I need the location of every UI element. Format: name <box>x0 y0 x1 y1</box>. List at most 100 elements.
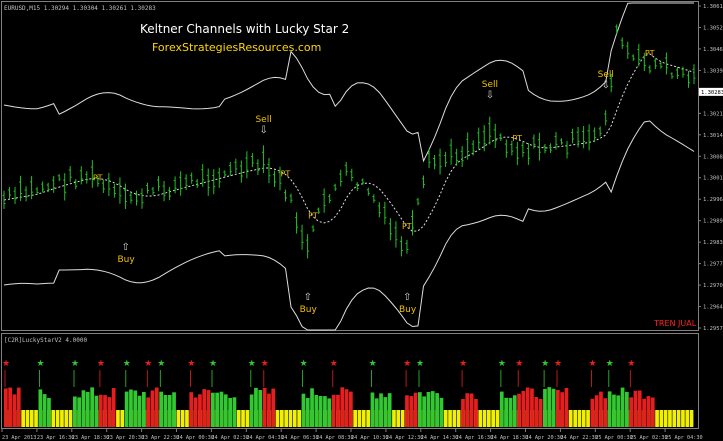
price-label: 1.30618 <box>703 4 723 10</box>
sell-arrow-icon: ⇩ <box>486 90 494 101</box>
histogram-bar-buy <box>310 388 314 427</box>
histogram-bar-base <box>366 410 370 427</box>
buy-arrow-icon: ⇧ <box>304 292 312 303</box>
price-label: 1.29770 <box>703 262 723 268</box>
histogram-bar-buy <box>607 391 612 427</box>
star-marker: ★ <box>144 359 152 369</box>
star-marker: ★ <box>209 359 217 369</box>
histogram-bar-buy <box>215 392 219 427</box>
sell-signal-label: Sell <box>598 70 614 80</box>
histogram-bar-buy <box>232 397 237 427</box>
histogram-bar-buy <box>90 387 94 427</box>
time-label: 23 Apr 2013 <box>2 435 36 441</box>
star-marker: ★ <box>515 359 523 369</box>
histogram-bar-base <box>275 410 280 427</box>
histogram-bar-base <box>581 410 586 427</box>
time-label: 25 Apr 02:30 <box>630 435 667 441</box>
symbol-info-label: EURUSD,M15 1.30294 1.30304 1.30261 1.302… <box>4 5 156 12</box>
lucky-star-histogram: ★ ★ ★ ★ ★ ★ ★ ★ ★ ★ ★ ★ ★ ★ ★ ★ ★ ★ ★ ★ ★ ★ ★ ★ <box>2 359 694 427</box>
histogram-bar-sell <box>344 389 349 427</box>
histogram-bar-buy <box>129 389 133 427</box>
price-label: 1.30529 <box>703 25 723 31</box>
star-marker: ★ <box>330 359 338 369</box>
histogram-bar-base <box>392 410 396 427</box>
histogram-bar-base <box>185 410 189 427</box>
histogram-bar-sell <box>530 388 534 427</box>
star-marker: ★ <box>627 359 635 369</box>
star-marker: ★ <box>97 359 105 369</box>
histogram-bar-buy <box>379 393 383 427</box>
price-label: 1.30395 <box>703 68 723 74</box>
histogram-bar-buy <box>383 397 388 427</box>
price-label: 1.29835 <box>703 240 723 246</box>
star-marker: ★ <box>37 359 45 369</box>
profit-target-label: PT <box>645 49 655 58</box>
time-label: 24 Apr 16:30 <box>456 435 493 441</box>
histogram-bar-sell <box>271 388 276 427</box>
histogram-bar-base <box>573 410 577 427</box>
sell-signal-label: Sell <box>482 80 498 90</box>
histogram-bar-sell <box>517 393 521 427</box>
histogram-bar-buy <box>47 398 51 427</box>
histogram-bar-sell <box>642 398 646 427</box>
histogram-bar-buy <box>77 397 81 427</box>
star-marker: ★ <box>123 359 131 369</box>
star-marker: ★ <box>71 359 79 369</box>
histogram-bar-base <box>116 410 120 427</box>
time-label: 24 Apr 22:30 <box>560 435 597 441</box>
price-label: 1.29895 <box>703 219 723 225</box>
buy-signal-label: Buy <box>300 305 318 315</box>
histogram-bar-base <box>245 410 250 427</box>
histogram-bar-buy <box>42 394 47 427</box>
histogram-bar-base <box>655 410 659 427</box>
histogram-bar-sell <box>193 397 198 427</box>
price-bars <box>2 24 696 259</box>
histogram-bar-base <box>284 410 288 427</box>
histogram-bar-buy <box>163 395 168 427</box>
histogram-bar-base <box>689 410 694 427</box>
time-label: 24 Apr 20:30 <box>526 435 563 441</box>
sell-signal-label: Sell <box>255 115 271 125</box>
histogram-bar-base <box>672 410 677 427</box>
price-label: 1.30214 <box>703 111 723 117</box>
price-label: 1.30016 <box>703 176 723 182</box>
histogram-bar-base <box>25 410 30 427</box>
histogram-bar-sell <box>521 391 526 427</box>
histogram-bar-sell <box>534 397 539 427</box>
price-label: 1.29705 <box>703 283 723 289</box>
histogram-bar-base <box>29 410 34 427</box>
sell-arrow-icon: ⇩ <box>602 80 610 91</box>
star-marker: ★ <box>2 359 10 369</box>
histogram-bar-sell <box>405 395 409 427</box>
histogram-bar-buy <box>370 392 375 427</box>
histogram-bar-sell <box>538 399 543 427</box>
histogram-bar-base <box>34 410 38 427</box>
time-label: 24 Apr 04:30 <box>246 435 283 441</box>
star-marker: ★ <box>541 359 549 369</box>
histogram-bar-buy <box>418 392 422 427</box>
time-label: 24 Apr 02:30 <box>211 435 248 441</box>
time-label: 23 Apr 16:30 <box>37 435 74 441</box>
current-price-label: 1.30283 <box>701 90 723 96</box>
histogram-bar-sell <box>629 397 633 427</box>
lower-band-line <box>3 120 695 331</box>
histogram-bar-sell <box>146 397 150 427</box>
histogram-bar-sell <box>461 399 465 427</box>
histogram-bar-base <box>676 410 681 427</box>
histogram-bar-buy <box>387 393 392 427</box>
star-marker: ★ <box>403 359 411 369</box>
price-label: 1.30460 <box>703 47 723 53</box>
histogram-bar-buy <box>94 395 99 427</box>
histogram-bar-sell <box>198 394 202 427</box>
star-marker: ★ <box>416 359 424 369</box>
time-label: 24 Apr 12:30 <box>386 435 423 441</box>
histogram-bar-base <box>577 410 582 427</box>
histogram-bar-buy <box>543 388 547 427</box>
histogram-bar-buy <box>374 398 379 427</box>
histogram-bar-base <box>280 410 284 427</box>
buy-signal-label: Buy <box>117 255 135 265</box>
histogram-bar-base <box>568 410 573 427</box>
star-marker: ★ <box>261 359 269 369</box>
histogram-bar-buy <box>616 395 621 427</box>
